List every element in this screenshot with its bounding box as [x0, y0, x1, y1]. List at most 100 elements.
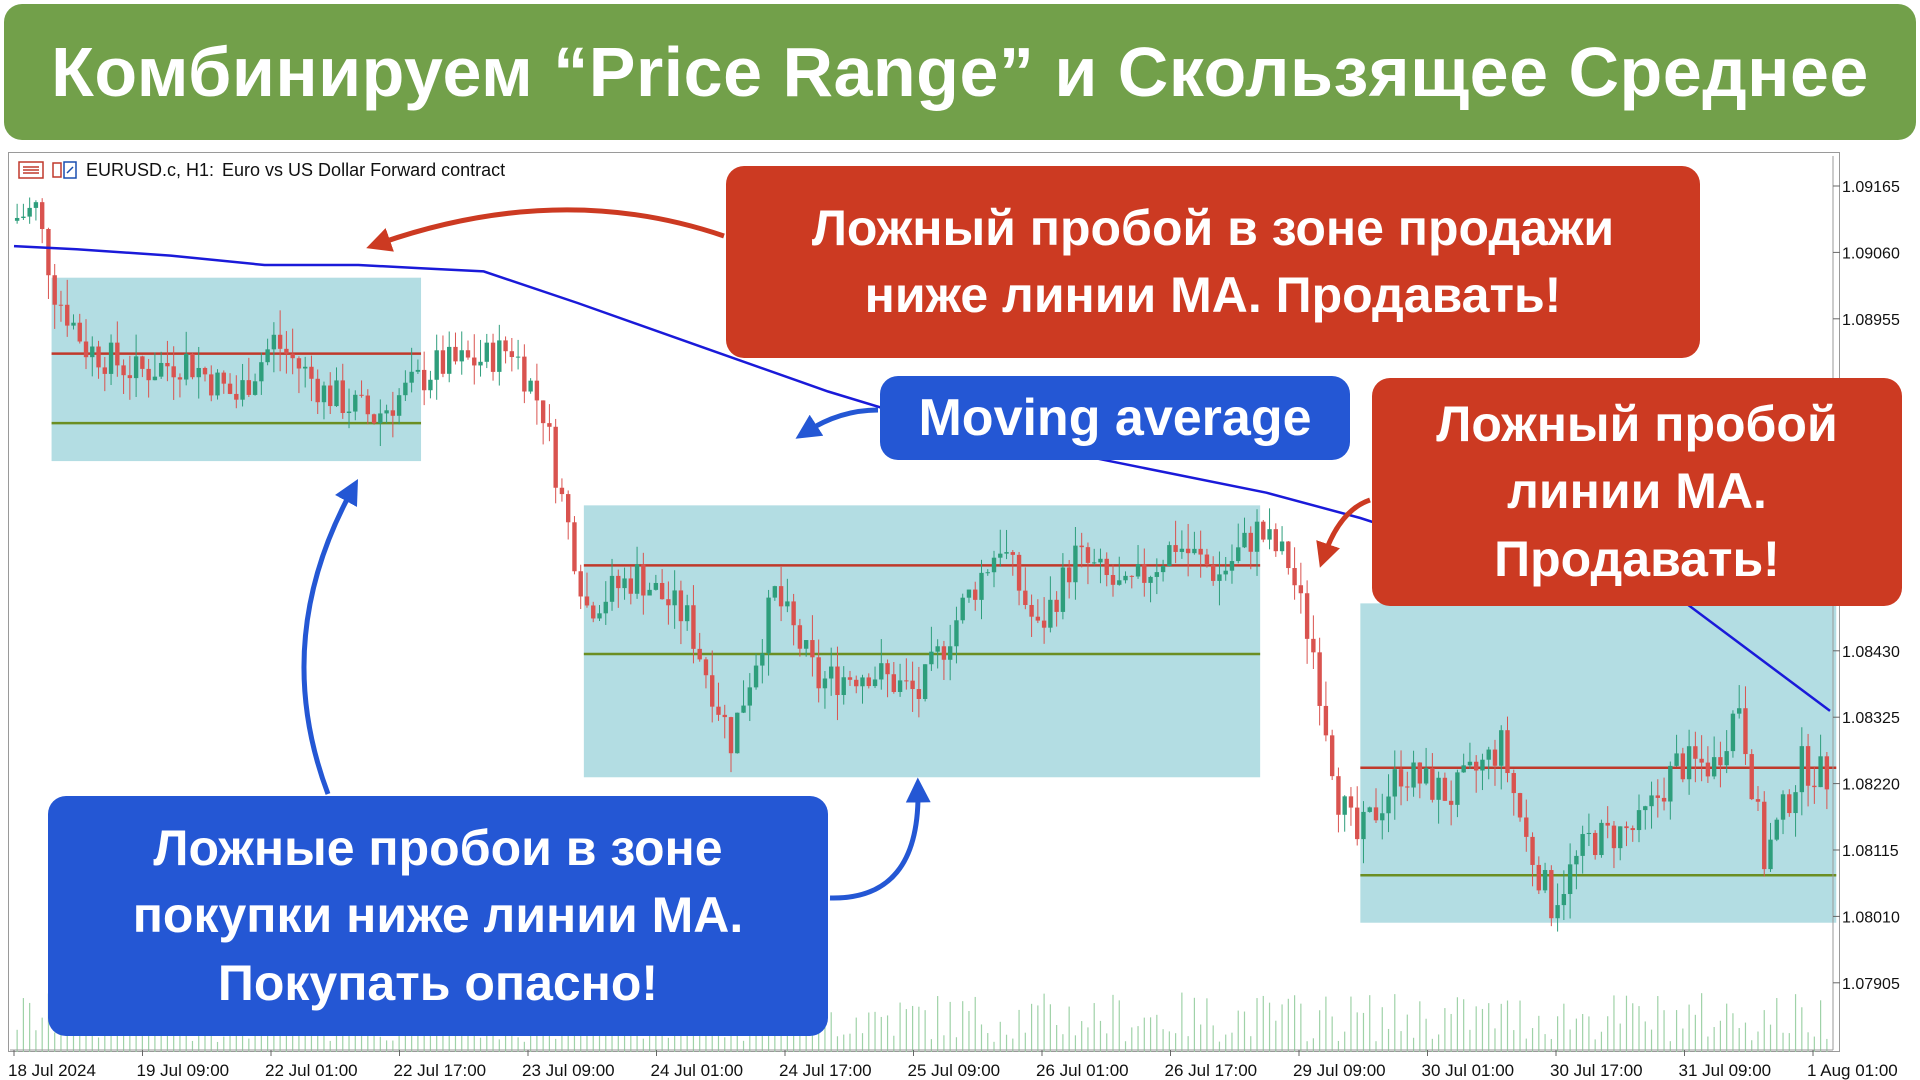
candle-body [1236, 547, 1241, 562]
candle-body [1536, 864, 1542, 891]
candle-body [515, 356, 521, 358]
callout-sell-zone-text: Ложный пробой в зоне продажи ниже линии … [811, 199, 1615, 324]
candle-body [133, 356, 139, 379]
candle-body [1423, 768, 1429, 784]
candle-body [929, 651, 934, 665]
candle-body [1586, 832, 1592, 835]
candle-body [434, 350, 439, 380]
candle-body [121, 365, 126, 376]
candle-body [1010, 552, 1015, 555]
candle-body [816, 657, 821, 689]
candle-body [1242, 532, 1247, 548]
candle-body [584, 596, 590, 606]
menu-list-icon[interactable] [18, 161, 44, 179]
chart-header: EURUSD.c, H1: Euro vs US Dollar Forward … [18, 160, 505, 180]
candle-body [753, 665, 759, 688]
candle-body [647, 589, 652, 596]
candle-body [603, 601, 608, 614]
candle-body [1373, 807, 1379, 821]
candle-body [684, 605, 690, 622]
candle-body [1461, 765, 1466, 773]
candle-body [678, 590, 684, 622]
candle-body [879, 663, 884, 680]
candle-body [365, 395, 370, 415]
candle-body [1561, 894, 1567, 906]
candle-body [1210, 565, 1216, 581]
candle-body [196, 367, 201, 378]
candle-body [403, 382, 408, 396]
price-tick-label: 1.08115 [1842, 843, 1899, 860]
candle-body [1480, 759, 1485, 771]
candle-body [547, 423, 552, 427]
candle-body [1793, 792, 1798, 814]
candle-body [240, 380, 245, 400]
candle-body [1167, 545, 1172, 567]
candle-body [1267, 529, 1272, 540]
candle-body [334, 380, 339, 407]
candle-body [791, 601, 796, 626]
candle-body [1762, 801, 1767, 870]
candle-body [127, 375, 133, 379]
candle-body [83, 341, 89, 358]
candle-body [935, 646, 940, 652]
candle-body [27, 207, 32, 217]
candle-body [328, 385, 333, 407]
axes: 1.09165 1.09060 1.08955 1.08430 1.08325 1.082… [8, 156, 1900, 1080]
candle-body [1110, 575, 1116, 585]
candle-body [165, 362, 170, 367]
candle-body [1680, 753, 1686, 780]
candle-body [659, 582, 665, 600]
candle-body [1129, 575, 1134, 577]
arrow-to-ma-sell-zone [366, 207, 725, 252]
candle-body [747, 687, 752, 706]
candle-body [854, 679, 859, 687]
candle-body [1054, 599, 1059, 612]
candle-body [1173, 545, 1178, 552]
candle-body [979, 572, 984, 600]
candle-body [947, 646, 953, 660]
candle-body [1311, 638, 1316, 653]
candle-body [215, 372, 220, 396]
candle-body [1016, 554, 1022, 591]
candle-body [1574, 855, 1579, 865]
candle-body [1524, 817, 1529, 837]
candle-body [146, 368, 151, 381]
candle-body [459, 350, 464, 362]
candle-body [77, 322, 82, 342]
candle-body [1092, 562, 1097, 564]
price-tick-label: 1.08010 [1842, 909, 1900, 926]
candle-body [21, 216, 26, 218]
price-tick-label: 1.08430 [1842, 644, 1900, 661]
arrow-to-range-1 [301, 479, 358, 795]
candle-body [1004, 552, 1009, 554]
candle-body [371, 414, 377, 424]
candle-body [722, 714, 727, 718]
candle-body [1160, 566, 1166, 573]
candle-body [378, 413, 383, 424]
candle-body [1398, 769, 1404, 787]
arrow-to-moving-average [795, 407, 879, 439]
candle-body [1448, 800, 1454, 805]
candle-body [1066, 567, 1072, 583]
candle-body [309, 366, 314, 379]
chart-indicator-icon[interactable] [52, 161, 78, 179]
candle-body [1361, 811, 1366, 840]
candle-body [1668, 765, 1673, 802]
callout-sell-zone: Ложный пробой в зоне продажи ниже линии … [726, 166, 1700, 358]
callout-ma-false-breakout-text: Ложный пробой линии MA. Продавать! [1436, 395, 1838, 587]
candle-body [1567, 864, 1573, 895]
candle-body [33, 202, 39, 208]
candle-body [14, 217, 20, 221]
candle-body [1292, 568, 1297, 586]
candle-body [597, 613, 602, 619]
candle-body [1348, 796, 1354, 808]
callout-ma-false-breakout: Ложный пробой линии MA. Продавать! [1372, 378, 1902, 606]
candle-body [190, 353, 195, 378]
candle-body [1411, 762, 1416, 788]
candle-body [922, 664, 928, 699]
candle-body [384, 410, 389, 414]
callout-moving-average: Moving average [880, 376, 1350, 460]
candle-body [1699, 758, 1704, 763]
callout-buy-zone: Ложные пробои в зоне покупки ниже линии … [48, 796, 828, 1036]
candle-body [829, 666, 834, 679]
